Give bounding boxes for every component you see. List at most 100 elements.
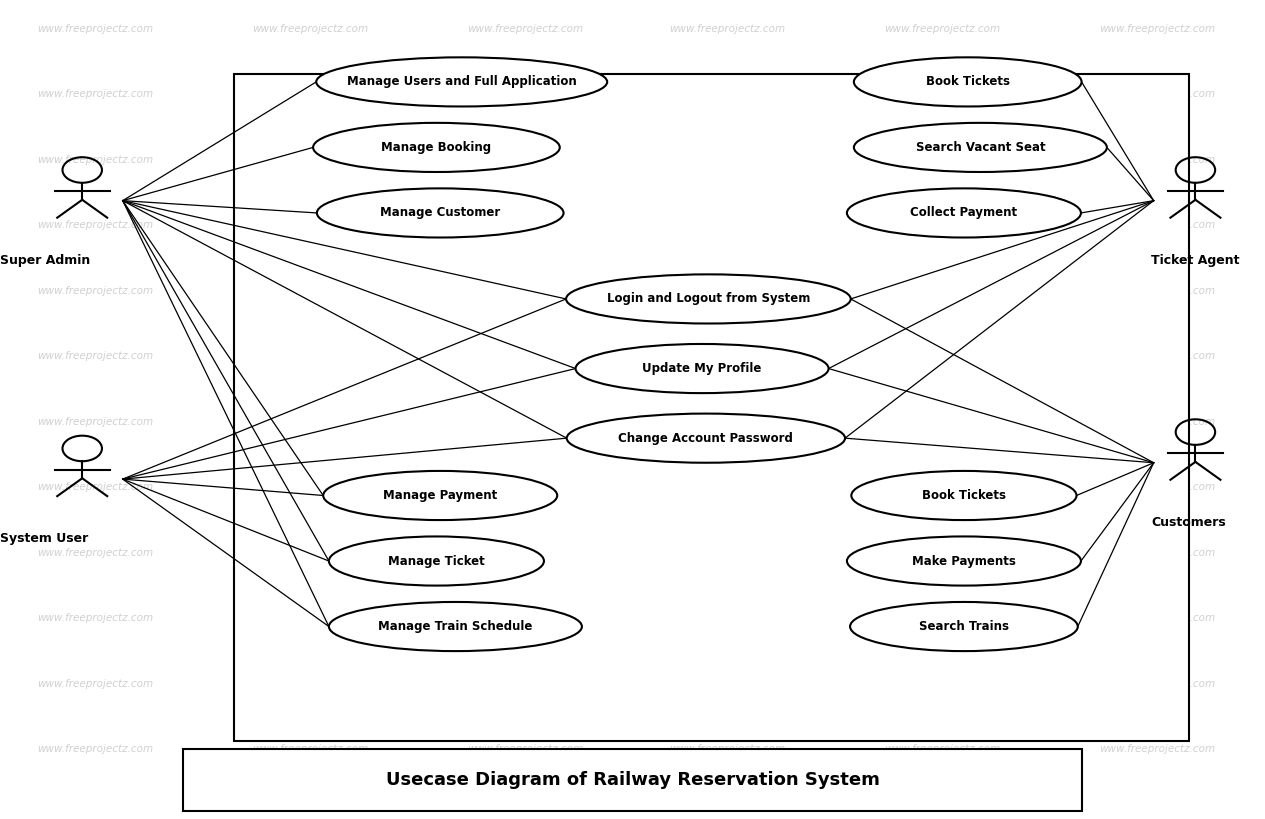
Text: www.freeprojectz.com: www.freeprojectz.com	[1099, 744, 1216, 754]
Ellipse shape	[854, 57, 1082, 106]
Text: www.freeprojectz.com: www.freeprojectz.com	[37, 482, 153, 492]
Text: www.freeprojectz.com: www.freeprojectz.com	[467, 24, 583, 34]
Text: www.freeprojectz.com: www.freeprojectz.com	[252, 613, 368, 623]
Text: www.freeprojectz.com: www.freeprojectz.com	[467, 482, 583, 492]
Text: www.freeprojectz.com: www.freeprojectz.com	[37, 548, 153, 558]
Text: Super Admin: Super Admin	[0, 254, 90, 267]
Text: www.freeprojectz.com: www.freeprojectz.com	[252, 417, 368, 427]
Text: Update My Profile: Update My Profile	[643, 362, 762, 375]
Ellipse shape	[316, 188, 564, 238]
Text: www.freeprojectz.com: www.freeprojectz.com	[669, 744, 786, 754]
Text: www.freeprojectz.com: www.freeprojectz.com	[467, 351, 583, 361]
Text: www.freeprojectz.com: www.freeprojectz.com	[37, 417, 153, 427]
Text: Manage Train Schedule: Manage Train Schedule	[378, 620, 533, 633]
Text: www.freeprojectz.com: www.freeprojectz.com	[884, 548, 1001, 558]
Text: Make Payments: Make Payments	[912, 554, 1016, 568]
Text: www.freeprojectz.com: www.freeprojectz.com	[252, 744, 368, 754]
Text: www.freeprojectz.com: www.freeprojectz.com	[884, 220, 1001, 230]
Text: www.freeprojectz.com: www.freeprojectz.com	[252, 89, 368, 99]
Text: www.freeprojectz.com: www.freeprojectz.com	[1099, 286, 1216, 296]
Ellipse shape	[576, 344, 829, 393]
Text: www.freeprojectz.com: www.freeprojectz.com	[252, 548, 368, 558]
Text: www.freeprojectz.com: www.freeprojectz.com	[884, 155, 1001, 165]
Ellipse shape	[567, 414, 845, 463]
Text: Manage Booking: Manage Booking	[381, 141, 492, 154]
Text: Manage Users and Full Application: Manage Users and Full Application	[347, 75, 577, 88]
Ellipse shape	[316, 57, 607, 106]
Ellipse shape	[312, 123, 559, 172]
Text: www.freeprojectz.com: www.freeprojectz.com	[884, 89, 1001, 99]
Text: Usecase Diagram of Railway Reservation System: Usecase Diagram of Railway Reservation S…	[386, 771, 879, 789]
Text: www.freeprojectz.com: www.freeprojectz.com	[669, 286, 786, 296]
Text: www.freeprojectz.com: www.freeprojectz.com	[884, 417, 1001, 427]
Text: Search Trains: Search Trains	[918, 620, 1009, 633]
Text: www.freeprojectz.com: www.freeprojectz.com	[252, 482, 368, 492]
Text: Change Account Password: Change Account Password	[619, 432, 793, 445]
Text: www.freeprojectz.com: www.freeprojectz.com	[467, 679, 583, 689]
Text: www.freeprojectz.com: www.freeprojectz.com	[467, 613, 583, 623]
FancyBboxPatch shape	[183, 749, 1082, 811]
Text: www.freeprojectz.com: www.freeprojectz.com	[252, 220, 368, 230]
Text: www.freeprojectz.com: www.freeprojectz.com	[884, 286, 1001, 296]
Text: www.freeprojectz.com: www.freeprojectz.com	[37, 155, 153, 165]
Text: www.freeprojectz.com: www.freeprojectz.com	[252, 286, 368, 296]
Text: www.freeprojectz.com: www.freeprojectz.com	[1099, 613, 1216, 623]
Text: www.freeprojectz.com: www.freeprojectz.com	[37, 679, 153, 689]
Text: www.freeprojectz.com: www.freeprojectz.com	[37, 24, 153, 34]
Ellipse shape	[324, 471, 557, 520]
Text: www.freeprojectz.com: www.freeprojectz.com	[669, 613, 786, 623]
Text: www.freeprojectz.com: www.freeprojectz.com	[884, 351, 1001, 361]
Text: www.freeprojectz.com: www.freeprojectz.com	[1099, 482, 1216, 492]
Text: www.freeprojectz.com: www.freeprojectz.com	[669, 679, 786, 689]
Text: www.freeprojectz.com: www.freeprojectz.com	[467, 548, 583, 558]
Text: www.freeprojectz.com: www.freeprojectz.com	[1099, 417, 1216, 427]
Text: www.freeprojectz.com: www.freeprojectz.com	[669, 89, 786, 99]
Text: System User: System User	[0, 532, 89, 545]
Text: www.freeprojectz.com: www.freeprojectz.com	[467, 744, 583, 754]
Text: www.freeprojectz.com: www.freeprojectz.com	[1099, 89, 1216, 99]
Text: www.freeprojectz.com: www.freeprojectz.com	[669, 417, 786, 427]
Ellipse shape	[850, 602, 1078, 651]
Text: www.freeprojectz.com: www.freeprojectz.com	[252, 24, 368, 34]
Ellipse shape	[851, 471, 1077, 520]
Text: www.freeprojectz.com: www.freeprojectz.com	[884, 482, 1001, 492]
Ellipse shape	[854, 123, 1107, 172]
Text: Collect Payment: Collect Payment	[911, 206, 1017, 219]
Text: www.freeprojectz.com: www.freeprojectz.com	[884, 744, 1001, 754]
Text: www.freeprojectz.com: www.freeprojectz.com	[1099, 24, 1216, 34]
Text: www.freeprojectz.com: www.freeprojectz.com	[884, 613, 1001, 623]
Text: www.freeprojectz.com: www.freeprojectz.com	[37, 220, 153, 230]
Text: www.freeprojectz.com: www.freeprojectz.com	[669, 155, 786, 165]
Text: www.freeprojectz.com: www.freeprojectz.com	[37, 89, 153, 99]
Text: www.freeprojectz.com: www.freeprojectz.com	[669, 482, 786, 492]
Ellipse shape	[329, 536, 544, 586]
FancyBboxPatch shape	[234, 74, 1189, 741]
Text: www.freeprojectz.com: www.freeprojectz.com	[1099, 220, 1216, 230]
Text: www.freeprojectz.com: www.freeprojectz.com	[669, 548, 786, 558]
Text: www.freeprojectz.com: www.freeprojectz.com	[669, 220, 786, 230]
Text: www.freeprojectz.com: www.freeprojectz.com	[884, 24, 1001, 34]
Text: www.freeprojectz.com: www.freeprojectz.com	[467, 286, 583, 296]
Text: www.freeprojectz.com: www.freeprojectz.com	[884, 679, 1001, 689]
Text: www.freeprojectz.com: www.freeprojectz.com	[467, 417, 583, 427]
Text: Login and Logout from System: Login and Logout from System	[607, 292, 810, 305]
Text: Book Tickets: Book Tickets	[922, 489, 1006, 502]
Text: www.freeprojectz.com: www.freeprojectz.com	[252, 155, 368, 165]
Text: www.freeprojectz.com: www.freeprojectz.com	[669, 24, 786, 34]
Text: www.freeprojectz.com: www.freeprojectz.com	[252, 679, 368, 689]
Text: Manage Customer: Manage Customer	[380, 206, 501, 219]
Text: www.freeprojectz.com: www.freeprojectz.com	[467, 155, 583, 165]
Text: www.freeprojectz.com: www.freeprojectz.com	[37, 744, 153, 754]
Text: www.freeprojectz.com: www.freeprojectz.com	[1099, 351, 1216, 361]
Text: Ticket Agent: Ticket Agent	[1151, 254, 1240, 267]
Text: www.freeprojectz.com: www.freeprojectz.com	[467, 220, 583, 230]
Text: www.freeprojectz.com: www.freeprojectz.com	[467, 89, 583, 99]
Text: www.freeprojectz.com: www.freeprojectz.com	[37, 613, 153, 623]
Text: www.freeprojectz.com: www.freeprojectz.com	[669, 351, 786, 361]
Ellipse shape	[567, 274, 851, 324]
Text: Search Vacant Seat: Search Vacant Seat	[916, 141, 1045, 154]
Text: www.freeprojectz.com: www.freeprojectz.com	[37, 351, 153, 361]
Text: www.freeprojectz.com: www.freeprojectz.com	[1099, 679, 1216, 689]
Text: Book Tickets: Book Tickets	[926, 75, 1009, 88]
Text: Manage Payment: Manage Payment	[383, 489, 497, 502]
